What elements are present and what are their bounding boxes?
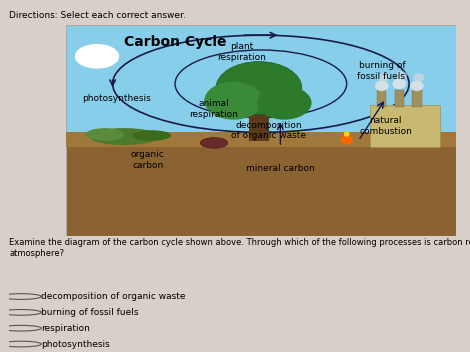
Ellipse shape xyxy=(395,71,407,80)
FancyBboxPatch shape xyxy=(412,90,422,107)
Text: organic
carbon: organic carbon xyxy=(131,150,164,170)
Text: animal
respiration: animal respiration xyxy=(189,99,238,119)
Ellipse shape xyxy=(216,62,302,114)
FancyBboxPatch shape xyxy=(66,25,456,141)
FancyBboxPatch shape xyxy=(370,105,440,147)
Text: burning of
fossil fuels: burning of fossil fuels xyxy=(357,61,405,81)
Ellipse shape xyxy=(200,138,227,148)
Text: Directions: Select each correct answer.: Directions: Select each correct answer. xyxy=(9,11,186,20)
FancyBboxPatch shape xyxy=(395,90,404,107)
Text: photosynthesis: photosynthesis xyxy=(82,94,151,103)
Ellipse shape xyxy=(378,73,390,82)
Ellipse shape xyxy=(89,128,159,145)
Text: plant
respiration: plant respiration xyxy=(217,42,266,62)
FancyBboxPatch shape xyxy=(249,109,269,141)
Text: Examine the diagram of the carbon cycle shown above. Through which of the follow: Examine the diagram of the carbon cycle … xyxy=(9,239,470,258)
FancyBboxPatch shape xyxy=(66,137,456,236)
Text: photosynthesis: photosynthesis xyxy=(41,340,110,348)
Circle shape xyxy=(76,45,118,68)
Ellipse shape xyxy=(132,130,171,141)
Text: Carbon Cycle: Carbon Cycle xyxy=(124,35,227,49)
Ellipse shape xyxy=(413,73,425,82)
Ellipse shape xyxy=(341,135,352,145)
Text: respiration: respiration xyxy=(41,324,90,333)
Ellipse shape xyxy=(375,81,389,91)
Ellipse shape xyxy=(392,78,406,89)
Ellipse shape xyxy=(204,82,263,120)
Ellipse shape xyxy=(410,81,424,91)
Ellipse shape xyxy=(344,131,350,137)
Text: mineral carbon: mineral carbon xyxy=(246,164,315,173)
Text: decomposition
of organic waste: decomposition of organic waste xyxy=(231,120,306,140)
Text: burning of fossil fuels: burning of fossil fuels xyxy=(41,308,139,317)
FancyBboxPatch shape xyxy=(377,90,386,107)
Ellipse shape xyxy=(257,86,312,120)
Text: decomposition of organic waste: decomposition of organic waste xyxy=(41,292,186,301)
Text: natural
combustion: natural combustion xyxy=(359,116,412,136)
Ellipse shape xyxy=(86,128,124,141)
FancyBboxPatch shape xyxy=(66,132,456,147)
